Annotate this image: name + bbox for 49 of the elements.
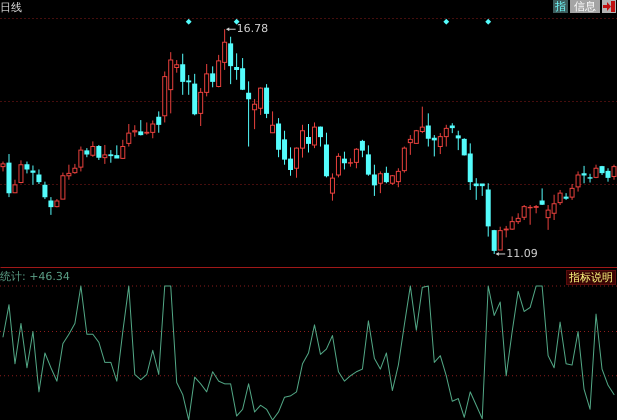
text: 16.78 <box>236 22 268 36</box>
candlestick <box>138 120 144 136</box>
candlestick <box>72 163 78 174</box>
candlestick <box>336 152 341 178</box>
candlestick <box>36 168 42 185</box>
candlestick <box>540 188 545 206</box>
candlestick <box>312 122 317 149</box>
candlestick <box>270 110 276 134</box>
annotation: 指 <box>553 0 568 13</box>
candlestick <box>48 196 54 216</box>
candlestick <box>570 184 575 200</box>
chart-title: 统计: +46.34 <box>0 270 70 283</box>
candlestick <box>24 161 30 174</box>
candlestick <box>342 151 347 170</box>
candlestick <box>378 170 383 194</box>
text: 11.09 <box>506 246 538 260</box>
candlestick <box>12 179 18 194</box>
candlestick <box>228 36 234 85</box>
candlestick <box>96 144 102 160</box>
candlestick <box>384 166 389 184</box>
candlestick <box>594 164 599 179</box>
candlestick <box>306 124 311 153</box>
candlestick <box>90 140 96 158</box>
chart-title: 日线 <box>0 1 22 14</box>
candlestick <box>456 130 461 151</box>
candlestick <box>372 164 377 196</box>
candlestick <box>42 181 48 200</box>
candlestick <box>576 170 581 192</box>
candlestick <box>84 148 90 158</box>
candlestick <box>360 139 365 158</box>
candlestick <box>102 144 108 164</box>
candlestick <box>120 139 126 160</box>
candlestick <box>366 144 371 176</box>
annotation: 信息 <box>570 0 600 13</box>
candlestick <box>246 80 252 148</box>
candlestick <box>210 66 216 88</box>
candlestick <box>402 146 407 174</box>
candlestick <box>156 110 162 134</box>
candlestick <box>330 172 335 202</box>
candlestick <box>558 189 563 206</box>
text: 指标说明 <box>566 270 616 285</box>
candlestick <box>126 124 132 148</box>
candlestick <box>132 124 138 138</box>
candlestick <box>30 164 36 186</box>
candlestick <box>582 165 587 184</box>
candlestick <box>318 126 323 148</box>
candlestick <box>18 160 24 184</box>
candlestick <box>450 122 455 134</box>
candlestick <box>78 146 84 172</box>
